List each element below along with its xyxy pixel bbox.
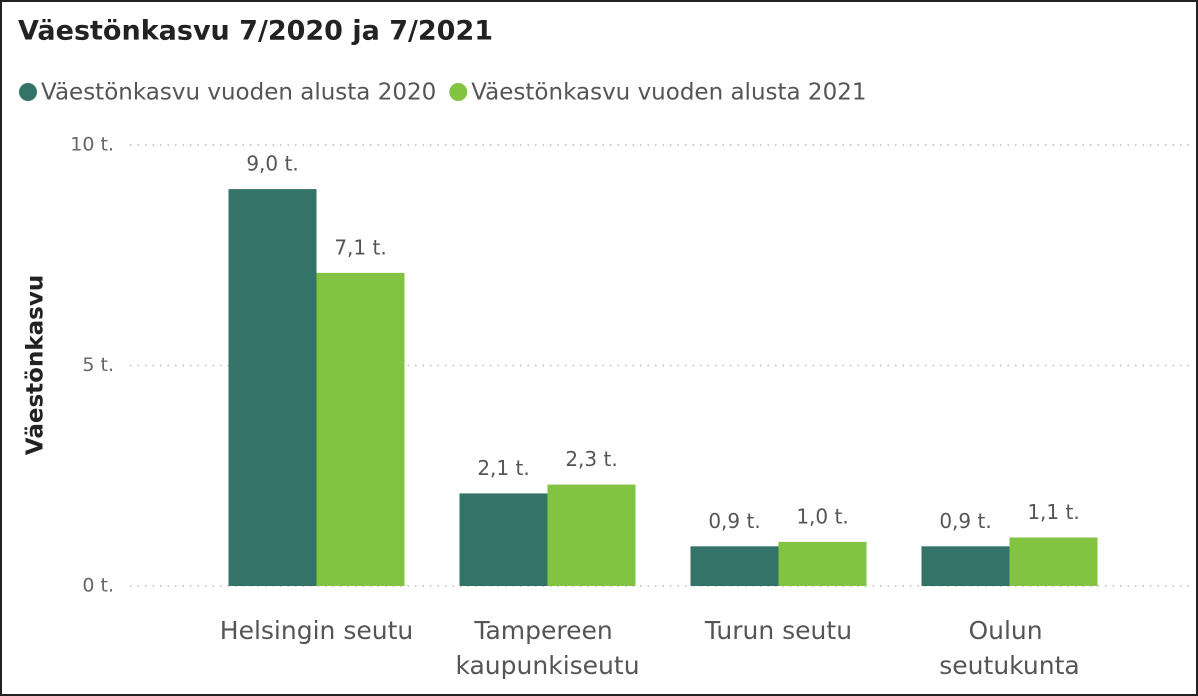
bar <box>316 272 405 586</box>
legend-label: Väestönkasvu vuoden alusta 2020 <box>41 80 436 106</box>
bar <box>690 546 779 586</box>
y-axis-label: Väestönkasvu <box>23 275 49 455</box>
legend-label: Väestönkasvu vuoden alusta 2021 <box>471 80 866 106</box>
value-label: 1,0 t. <box>796 504 848 528</box>
y-tick-label: 5 t. <box>82 354 114 376</box>
value-label: 7,1 t. <box>334 235 386 259</box>
bar <box>1009 537 1098 586</box>
bar <box>459 493 548 586</box>
x-tick-label: Oulun seutukunta <box>939 616 1079 680</box>
legend-marker <box>449 83 468 101</box>
legend-marker <box>19 83 37 101</box>
value-label: 2,3 t. <box>565 447 617 471</box>
value-label: 0,9 t. <box>939 509 991 533</box>
value-label: 0,9 t. <box>708 509 760 533</box>
bar <box>778 541 867 586</box>
value-label: 2,1 t. <box>477 456 529 480</box>
bar <box>228 189 317 586</box>
x-tick-label: Turun seutu <box>704 616 852 645</box>
value-label: 9,0 t. <box>246 152 298 176</box>
x-tick-label: Tampereen kaupunkiseutu <box>455 616 639 680</box>
value-label: 1,1 t. <box>1027 500 1079 524</box>
y-tick-label: 10 t. <box>70 134 114 156</box>
bar <box>547 484 636 586</box>
chart-title: Väestönkasvu 7/2020 ja 7/2021 <box>18 16 493 47</box>
bar <box>921 546 1010 586</box>
y-tick-label: 0 t. <box>82 575 114 597</box>
x-tick-label: Helsingin seutu <box>220 616 413 645</box>
